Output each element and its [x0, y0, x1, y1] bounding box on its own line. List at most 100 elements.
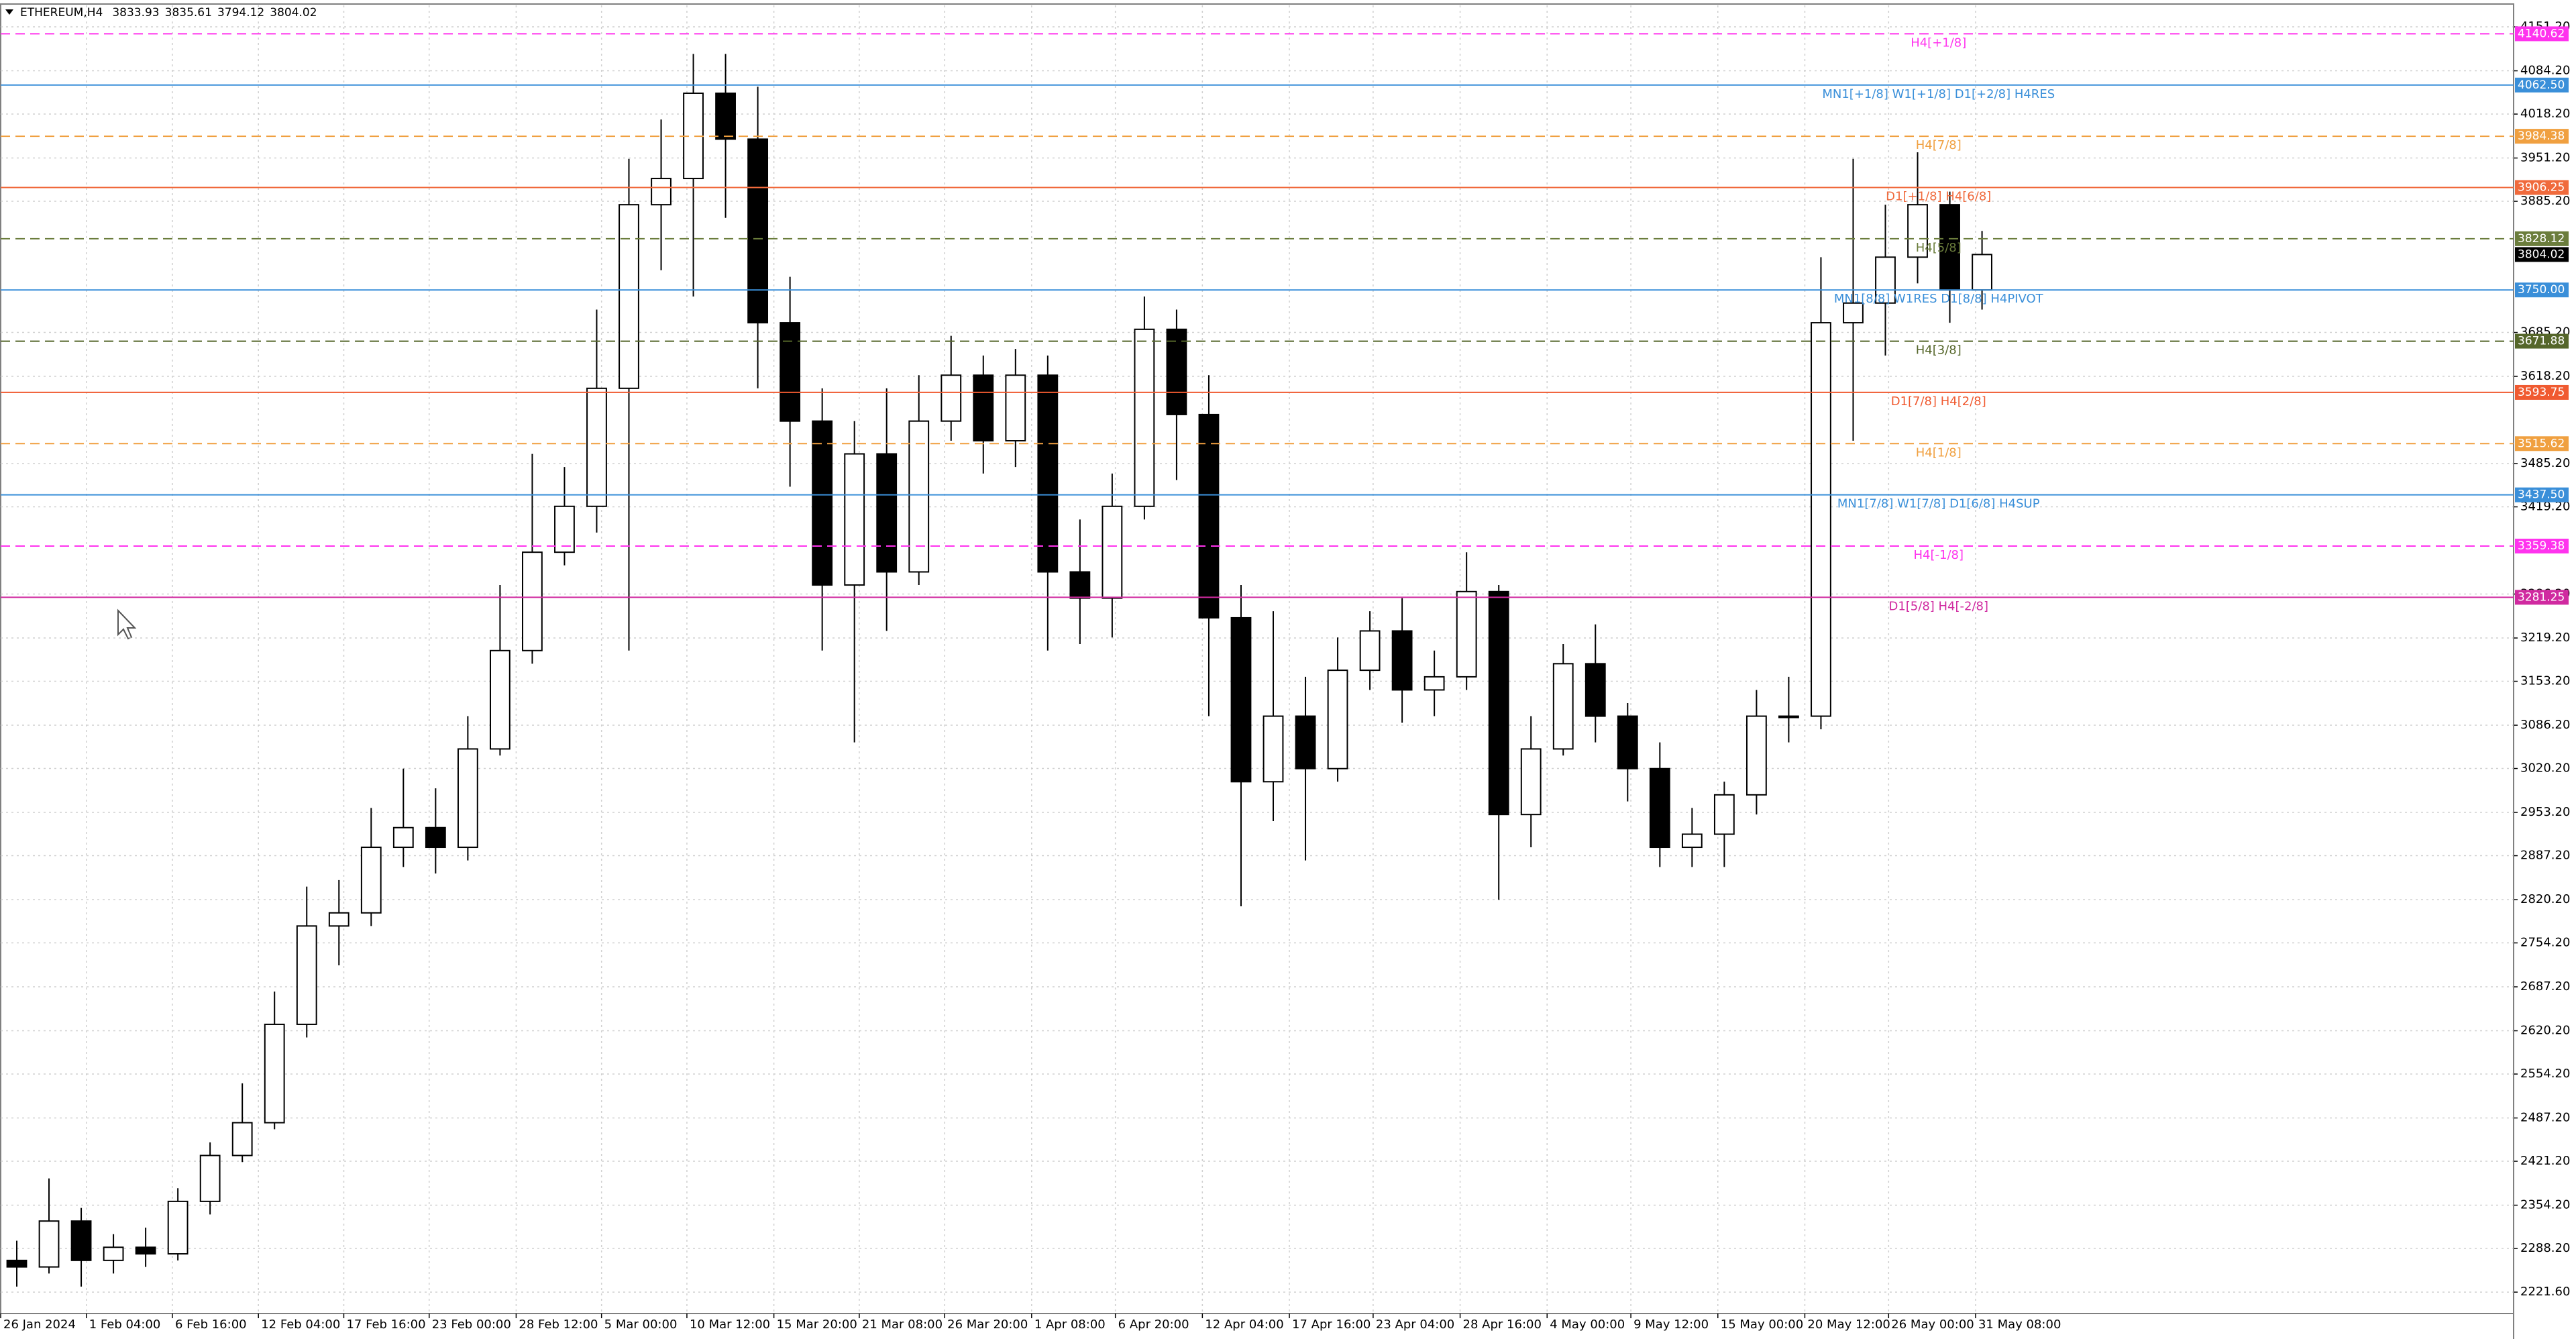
candle-body — [70, 1220, 92, 1261]
candle-body — [812, 420, 833, 586]
candle-body — [1488, 590, 1509, 816]
price-tag — [2515, 26, 2569, 42]
current-price-tag — [2515, 247, 2569, 262]
candle-body — [780, 322, 801, 422]
y-tick-label: 3485.20 — [2520, 456, 2570, 470]
bar-open: 3833.93 — [112, 6, 159, 19]
y-tick-label: 4084.20 — [2520, 64, 2570, 78]
y-tick-label: 3618.20 — [2520, 369, 2570, 383]
candle-body — [328, 912, 350, 927]
candle-body — [876, 453, 898, 573]
candle-body — [103, 1246, 124, 1261]
candle-body — [1649, 767, 1670, 849]
candle-body — [1811, 322, 1831, 717]
price-tag — [2515, 129, 2569, 144]
price-tag-label: 3515.62 — [2518, 437, 2565, 450]
price-tag-label: 3359.38 — [2518, 539, 2565, 553]
x-tick-label: 5 Mar 00:00 — [604, 1318, 678, 1332]
candle-body — [1102, 505, 1123, 599]
candle-body — [1069, 571, 1091, 599]
candle-body — [296, 925, 317, 1025]
candle-body — [1037, 374, 1059, 573]
x-tick-label: 28 Feb 12:00 — [519, 1318, 598, 1332]
candle-body — [392, 826, 414, 849]
candle-body — [1391, 630, 1413, 691]
price-tag-label: 3281.25 — [2518, 590, 2565, 604]
candle-body — [1746, 715, 1767, 796]
x-tick-label: 17 Feb 16:00 — [346, 1318, 425, 1332]
level-label: H4[3/8] — [1916, 343, 1962, 358]
candle-body — [1939, 204, 1960, 291]
price-tag-label: 3671.88 — [2518, 335, 2565, 348]
x-tick-label: 21 Mar 08:00 — [862, 1318, 943, 1332]
candle-body — [522, 551, 543, 651]
x-tick-label: 26 Mar 20:00 — [947, 1318, 1028, 1332]
price-tag — [2515, 282, 2569, 298]
candle-body — [1617, 715, 1638, 769]
price-tag — [2515, 384, 2569, 400]
y-tick-label: 2354.20 — [2520, 1198, 2570, 1212]
candle-body — [457, 748, 478, 849]
menu-triangle[interactable] — [5, 9, 13, 15]
candle-body — [1424, 676, 1445, 691]
candle-body — [1843, 302, 1864, 324]
candle-body — [941, 374, 962, 422]
level-label: H4[1/8] — [1916, 445, 1962, 460]
x-tick-label: 4 May 00:00 — [1550, 1318, 1625, 1332]
candle-body — [973, 374, 994, 442]
candle-body — [1681, 833, 1703, 849]
candle-body — [747, 138, 769, 324]
candle-body — [1552, 663, 1574, 750]
level-label: D1[5/8] H4[-2/8] — [1888, 599, 1988, 613]
price-tag — [2515, 180, 2569, 195]
candle-body — [264, 1023, 285, 1124]
x-tick-label: 1 Feb 04:00 — [89, 1318, 161, 1332]
y-tick-label: 2887.20 — [2520, 849, 2570, 863]
candle-body — [1907, 204, 1928, 258]
candle-body — [1230, 617, 1252, 783]
candle-body — [1263, 715, 1284, 783]
candle-body — [231, 1122, 253, 1157]
candle-body — [135, 1246, 156, 1255]
x-tick-label: 9 May 12:00 — [1633, 1318, 1709, 1332]
x-tick-label: 23 Feb 00:00 — [432, 1318, 511, 1332]
x-tick-label: 10 Mar 12:00 — [690, 1318, 770, 1332]
level-label: H4[5/8] — [1916, 241, 1962, 255]
price-tag — [2515, 590, 2569, 605]
candle-body — [1295, 715, 1316, 769]
x-tick-label: 15 May 00:00 — [1721, 1318, 1803, 1332]
price-tag-label: 3828.12 — [2518, 232, 2565, 246]
price-tag — [2515, 77, 2569, 93]
chart-header: ETHEREUM,H4 3833.93 3835.61 3794.12 3804.02 — [20, 6, 317, 19]
x-tick-label: 26 Jan 2024 — [3, 1318, 76, 1332]
candle-body — [6, 1259, 28, 1268]
y-tick-label: 2221.60 — [2520, 1285, 2570, 1299]
candle-body — [715, 92, 736, 140]
price-tag-label: 3437.50 — [2518, 488, 2565, 502]
y-tick-label: 3219.20 — [2520, 631, 2570, 645]
level-label: D1[+1/8] H4[6/8] — [1886, 189, 1991, 203]
candle-body — [1585, 663, 1606, 717]
price-tag — [2515, 436, 2569, 451]
candle-body — [554, 505, 575, 553]
candle-body — [360, 847, 382, 914]
symbol: ETHEREUM,H4 — [20, 6, 103, 19]
price-tag-label: 3593.75 — [2518, 386, 2565, 399]
y-tick-label: 3020.20 — [2520, 761, 2570, 775]
level-label: D1[7/8] H4[2/8] — [1891, 394, 1986, 409]
candle-body — [844, 453, 865, 586]
level-label: MN1[7/8] W1[7/8] D1[6/8] H4SUP — [1837, 497, 2040, 511]
level-label: MN1[8/8] W1RES D1[8/8] H4PIVOT — [1834, 292, 2044, 306]
candle-body — [425, 826, 446, 849]
y-tick-label: 3153.20 — [2520, 674, 2570, 688]
candle-body — [1713, 794, 1735, 835]
x-tick-label: 12 Feb 04:00 — [261, 1318, 340, 1332]
candle-body — [586, 387, 607, 507]
x-tick-label: 17 Apr 16:00 — [1292, 1318, 1371, 1332]
candle-body — [619, 204, 639, 389]
y-tick-label: 3885.20 — [2520, 194, 2570, 208]
candle-body — [1456, 590, 1477, 678]
y-tick-label: 2554.20 — [2520, 1067, 2570, 1081]
level-label: H4[-1/8] — [1913, 548, 1964, 562]
